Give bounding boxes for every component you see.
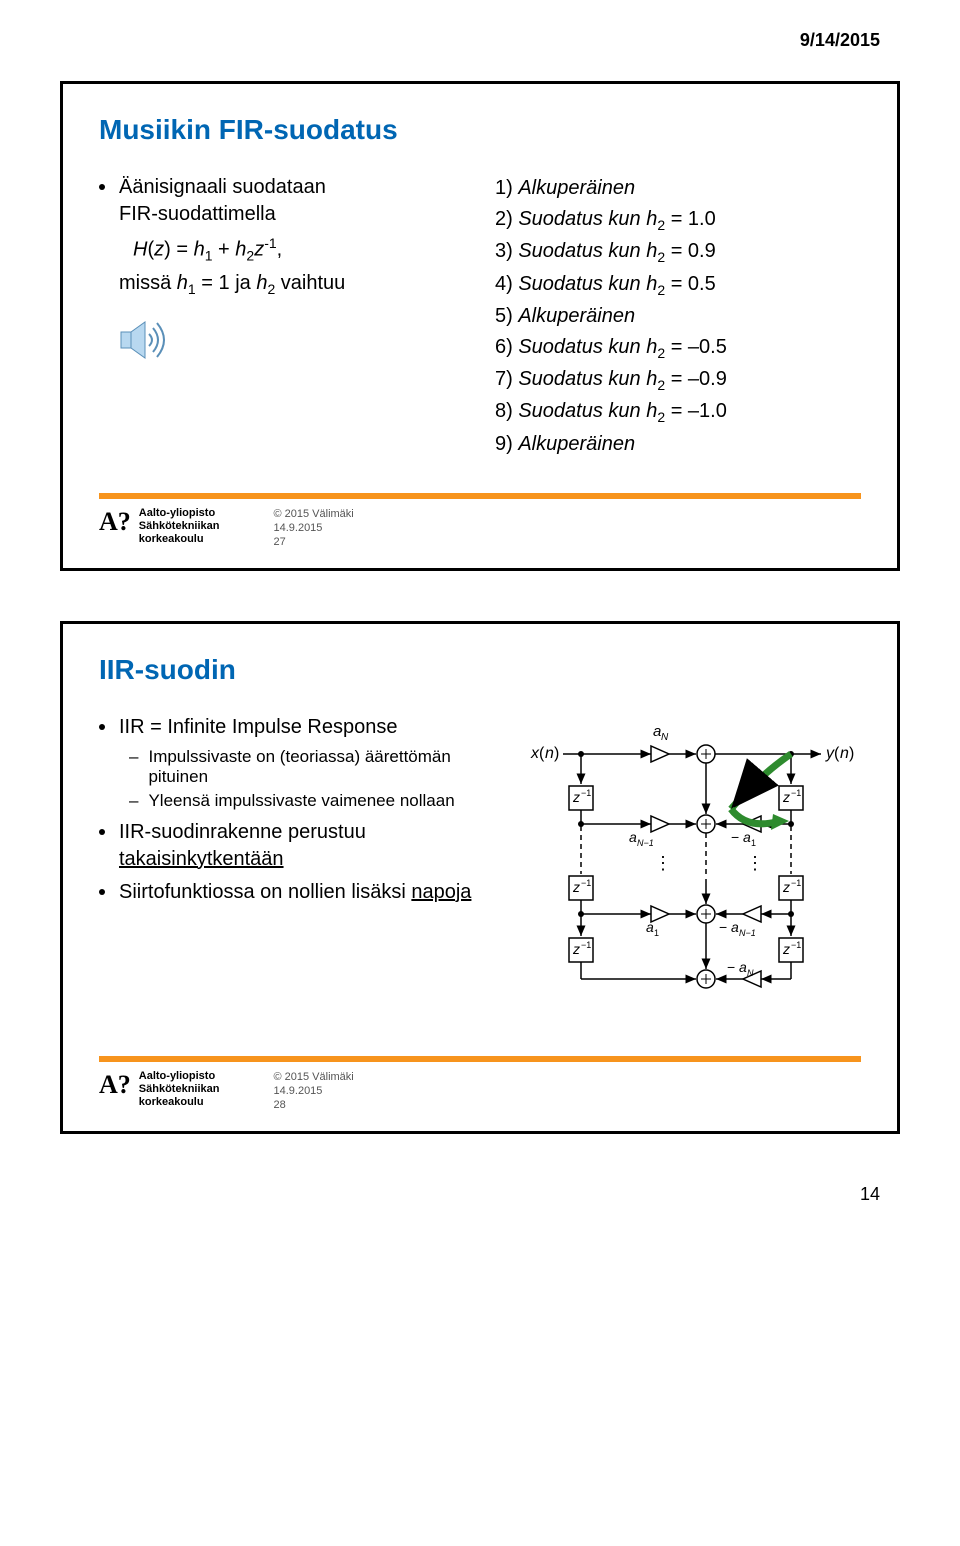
bullet-iir: IIR = Infinite Impulse Response bbox=[119, 714, 397, 741]
svg-text:−1: −1 bbox=[581, 878, 591, 888]
svg-text:z: z bbox=[782, 879, 790, 895]
svg-text:N: N bbox=[661, 732, 669, 743]
slide-2-left-column: IIR = Infinite Impulse Response – Impuls… bbox=[99, 714, 491, 1024]
iir-filter-diagram: x(n) aN y(n) bbox=[521, 714, 861, 1024]
copyright-1: © 2015 Välimäki bbox=[273, 1070, 353, 1084]
svg-text:−: − bbox=[719, 919, 727, 935]
logo-line-1: Aalto-yliopisto bbox=[139, 1070, 220, 1083]
svg-text:a: a bbox=[739, 959, 747, 975]
aalto-logo-icon: A? bbox=[99, 1070, 131, 1100]
svg-text:N−1: N−1 bbox=[637, 838, 654, 848]
bullet-dot bbox=[99, 889, 105, 895]
svg-text:−: − bbox=[727, 959, 735, 975]
bullet-rakenne: IIR-suodinrakenne perustuu takaisinkytke… bbox=[119, 819, 491, 873]
slide-2-footer: A? Aalto-yliopisto Sähkötekniikan korkea… bbox=[63, 1062, 897, 1131]
svg-text:−: − bbox=[731, 829, 739, 845]
svg-text:z: z bbox=[572, 941, 580, 957]
slide-number-1: 27 bbox=[273, 535, 353, 549]
svg-text:a: a bbox=[629, 829, 637, 845]
speaker-icon bbox=[119, 318, 465, 367]
svg-text:1: 1 bbox=[751, 838, 756, 848]
logo-line-3: korkeakoulu bbox=[139, 1096, 220, 1109]
bullet-text: Äänisignaali suodataan FIR-suodattimella bbox=[119, 174, 326, 228]
svg-text:): ) bbox=[554, 745, 559, 762]
svg-text:−1: −1 bbox=[581, 788, 591, 798]
svg-text:−1: −1 bbox=[791, 788, 801, 798]
svg-text:z: z bbox=[572, 879, 580, 895]
copyright-2: 14.9.2015 bbox=[273, 521, 353, 535]
bullet-dot bbox=[99, 829, 105, 835]
sub-bullet-1: Impulssivaste on (teoriassa) äärettömän … bbox=[148, 747, 491, 787]
logo-line-1: Aalto-yliopisto bbox=[139, 507, 220, 520]
svg-text:a: a bbox=[743, 829, 751, 845]
svg-text:−1: −1 bbox=[581, 940, 591, 950]
svg-text:−1: −1 bbox=[791, 940, 801, 950]
bullet-napoja: Siirtofunktiossa on nollien lisäksi napo… bbox=[119, 879, 471, 906]
slide-1-title: Musiikin FIR-suodatus bbox=[99, 114, 861, 146]
logo-line-2: Sähkötekniikan bbox=[139, 1083, 220, 1096]
equation-2: missä h1 = 1 ja h2 vaihtuu bbox=[119, 270, 465, 299]
bullet-dot bbox=[99, 724, 105, 730]
svg-text:z: z bbox=[782, 941, 790, 957]
svg-text:N−1: N−1 bbox=[739, 928, 756, 938]
logo-line-3: korkeakoulu bbox=[139, 533, 220, 546]
svg-text:z: z bbox=[782, 789, 790, 805]
svg-text:N: N bbox=[747, 968, 754, 978]
svg-text:a: a bbox=[731, 919, 739, 935]
svg-text:): ) bbox=[849, 745, 854, 762]
bullet-dot bbox=[99, 184, 105, 190]
svg-text:n: n bbox=[545, 745, 554, 762]
svg-text:1: 1 bbox=[654, 928, 659, 938]
svg-text:⋮: ⋮ bbox=[654, 853, 672, 873]
svg-text:a: a bbox=[646, 919, 654, 935]
equation-1: H(z) = h1 + h2z-1, bbox=[133, 234, 465, 266]
slide-2: IIR-suodin IIR = Infinite Impulse Respon… bbox=[60, 621, 900, 1134]
copyright-1: © 2015 Välimäki bbox=[273, 507, 353, 521]
svg-text:⋮: ⋮ bbox=[746, 853, 764, 873]
logo-line-2: Sähkötekniikan bbox=[139, 520, 220, 533]
slide-1-right-column: 1) Alkuperäinen 2) Suodatus kun h2 = 1.0… bbox=[495, 174, 861, 461]
svg-text:z: z bbox=[572, 789, 580, 805]
svg-text:n: n bbox=[840, 745, 849, 762]
dash-icon: – bbox=[129, 791, 138, 811]
sub-bullet-2: Yleensä impulssivaste vaimenee nollaan bbox=[148, 791, 454, 811]
page-date: 9/14/2015 bbox=[60, 30, 900, 51]
slide-1-footer: A? Aalto-yliopisto Sähkötekniikan korkea… bbox=[63, 499, 897, 568]
slide-1: Musiikin FIR-suodatus Äänisignaali suoda… bbox=[60, 81, 900, 571]
page-number: 14 bbox=[60, 1184, 900, 1205]
slide-2-title: IIR-suodin bbox=[99, 654, 861, 686]
slide-1-left-column: Äänisignaali suodataan FIR-suodattimella… bbox=[99, 174, 465, 461]
aalto-logo-icon: A? bbox=[99, 507, 131, 537]
copyright-2: 14.9.2015 bbox=[273, 1084, 353, 1098]
slide-number-2: 28 bbox=[273, 1098, 353, 1112]
dash-icon: – bbox=[129, 747, 138, 767]
svg-text:−1: −1 bbox=[791, 878, 801, 888]
